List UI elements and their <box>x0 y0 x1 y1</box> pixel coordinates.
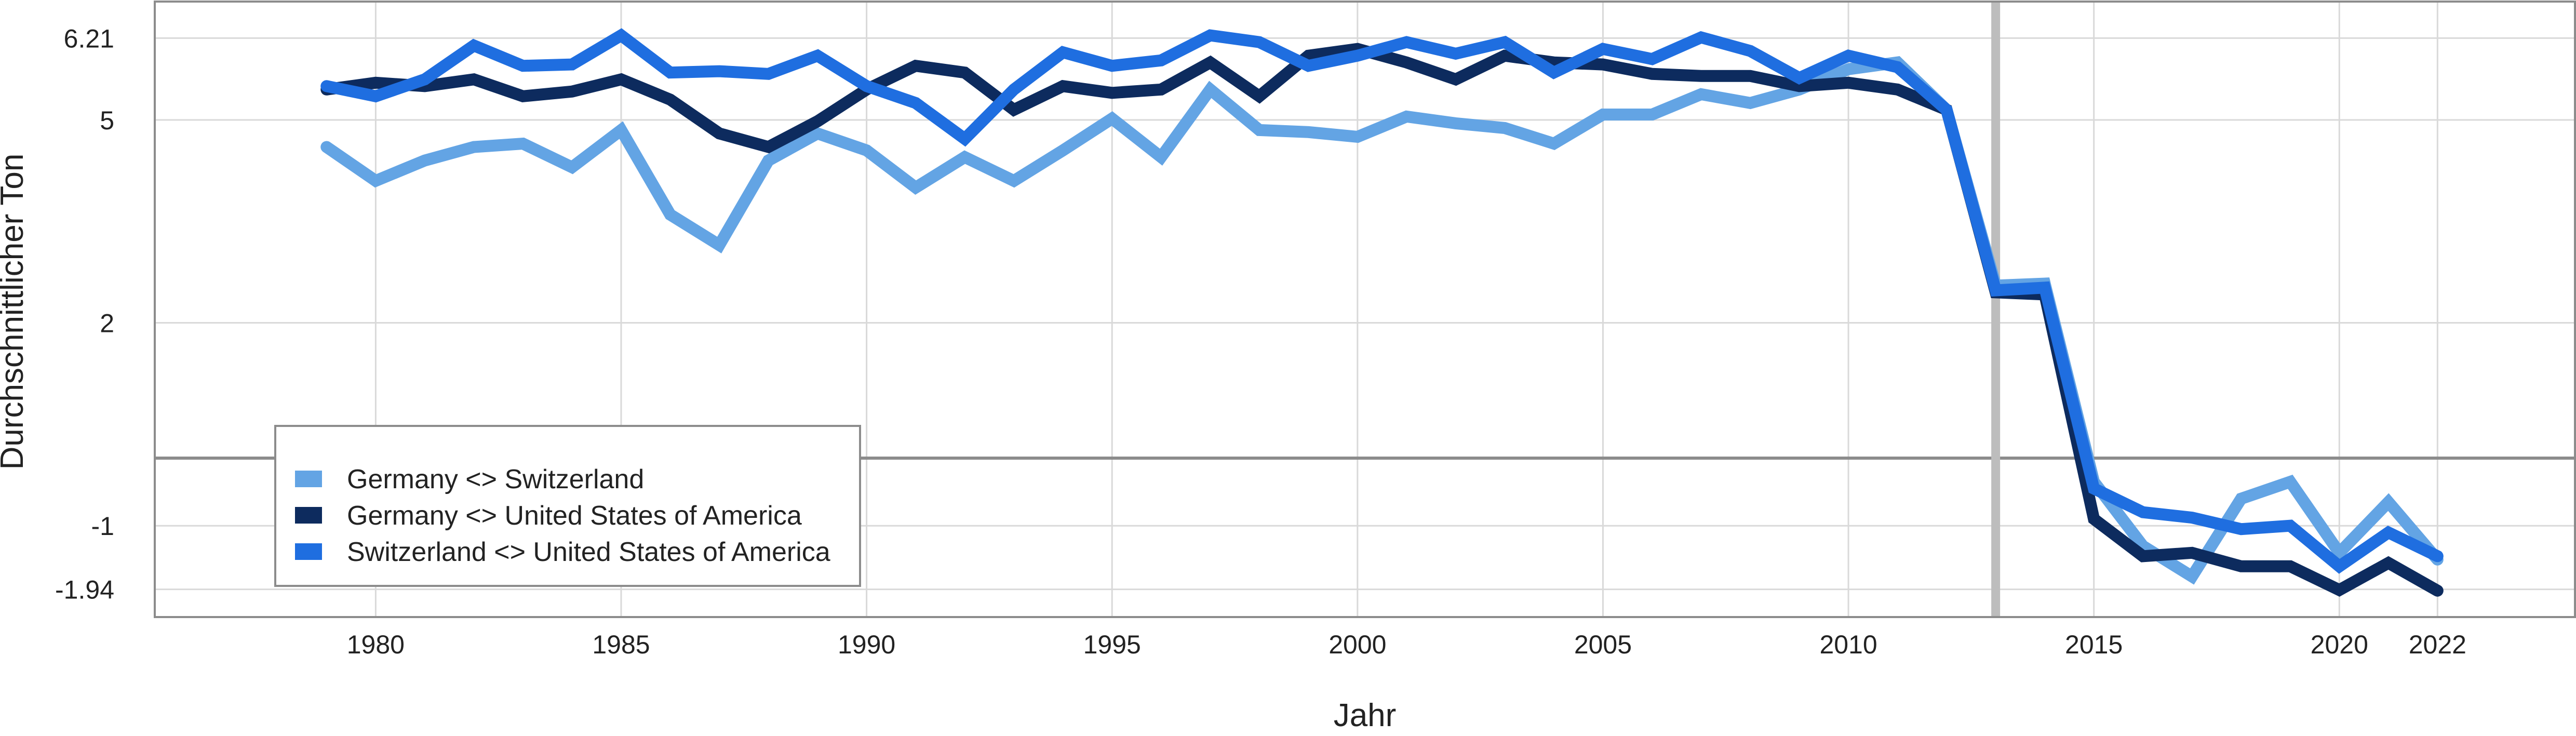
plot-border <box>154 1 2576 618</box>
y-tick-label-0: 6.21 <box>64 24 114 53</box>
x-tick-label-8: 2020 <box>2311 630 2368 659</box>
series-line-2 <box>320 28 2444 574</box>
legend-swatch-1 <box>295 507 322 524</box>
legend-label-0: Germany <> Switzerland <box>347 464 644 494</box>
x-tick-label-2: 1990 <box>838 630 895 659</box>
y-tick-label-3: -1 <box>91 512 114 541</box>
legend-box <box>274 425 861 587</box>
legend-label-1: Germany <> United States of America <box>347 501 802 531</box>
y-tick-label-1: 5 <box>100 106 114 135</box>
x-tick-label-3: 1995 <box>1083 630 1141 659</box>
x-tick-label-1: 1985 <box>592 630 650 659</box>
tick-labels: 1980 1985 1990 1995 2000 2005 2010 2015 2020 2022… <box>55 24 2466 659</box>
y-tick-label-2: 2 <box>100 309 114 338</box>
y-tick-label-4: -1.94 <box>55 576 114 605</box>
y-axis-title: Durchschnittlicher Ton <box>0 154 30 470</box>
x-tick-label-9: 2022 <box>2409 630 2466 659</box>
legend-label-2: Switzerland <> United States of America <box>347 537 830 567</box>
x-tick-label-0: 1980 <box>347 630 405 659</box>
plot-frame <box>154 1 2576 618</box>
series-line-1 <box>320 43 2444 597</box>
x-tick-label-7: 2015 <box>2065 630 2123 659</box>
x-tick-label-6: 2010 <box>1819 630 1877 659</box>
x-tick-label-5: 2005 <box>1574 630 1632 659</box>
series-layer <box>320 28 2444 597</box>
x-tick-label-4: 2000 <box>1329 630 1386 659</box>
legend-swatch-0 <box>295 471 322 487</box>
legend-swatch-2 <box>295 543 322 560</box>
legend: Germany <> Switzerland Germany <> United … <box>274 425 861 587</box>
x-axis-title: Jahr <box>1334 698 1397 733</box>
